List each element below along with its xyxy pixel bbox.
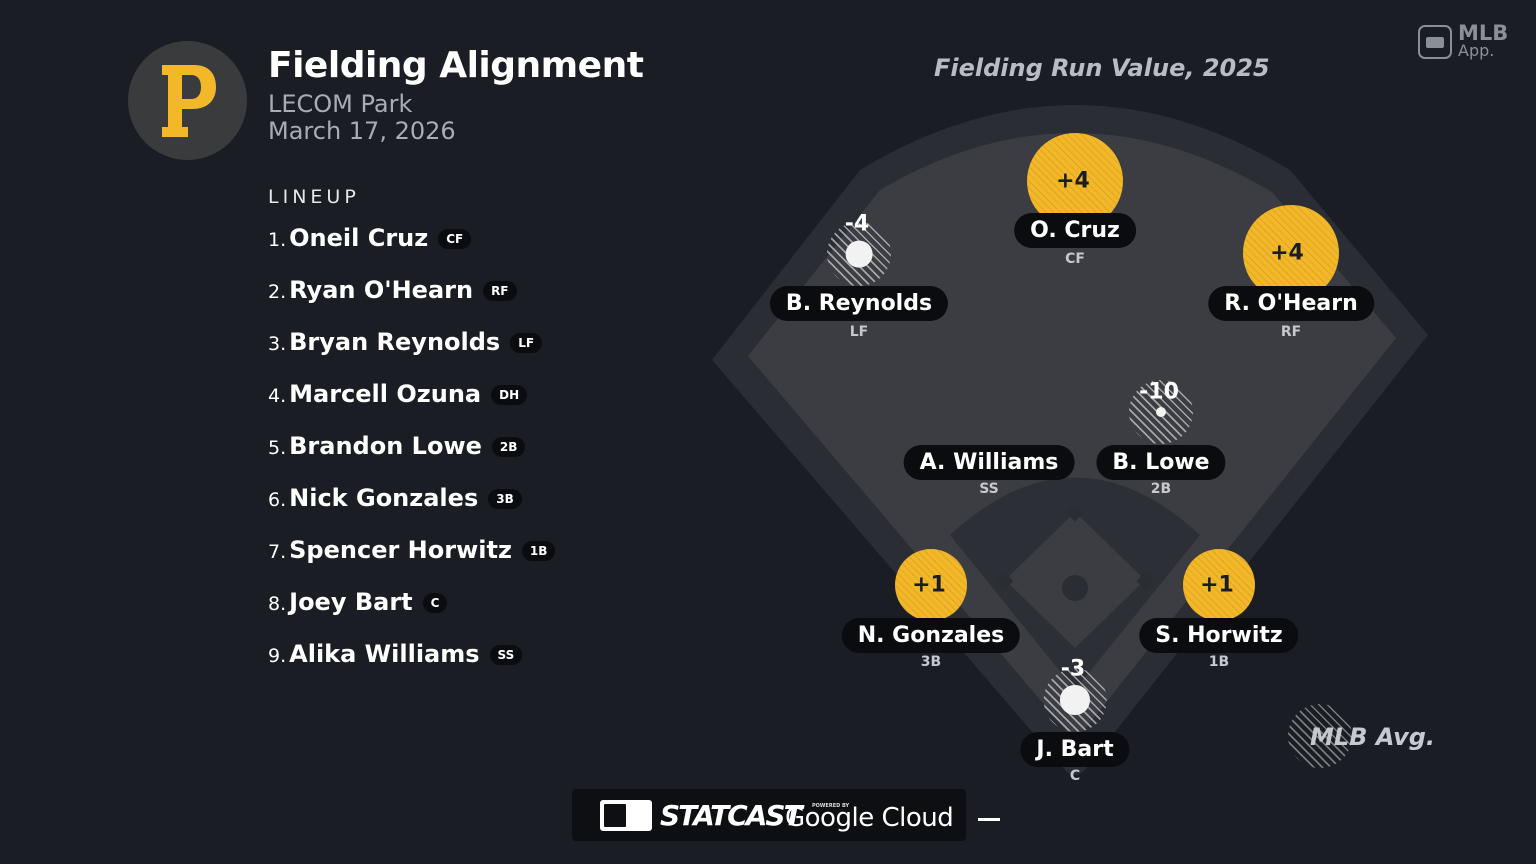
value-dot — [1060, 685, 1090, 715]
fielder-name: J. Bart — [1020, 732, 1130, 767]
fielder-name: S. Horwitz — [1139, 618, 1299, 653]
position-badge: RF — [483, 281, 517, 301]
fielder-name: B. Lowe — [1096, 445, 1226, 480]
lineup-item: 2. Ryan O'Hearn RF — [268, 276, 555, 328]
value-label: -4 — [844, 211, 870, 237]
lineup-number: 4. — [268, 385, 287, 407]
first-base — [1136, 572, 1154, 590]
position-badge: DH — [491, 385, 528, 405]
lineup-player-name: Alika Williams — [289, 640, 480, 668]
lineup-number: 1. — [268, 229, 287, 251]
lineup-player-name: Spencer Horwitz — [289, 536, 512, 564]
lineup-player-name: Marcell Ozuna — [289, 380, 482, 408]
mlb-app-logo: MLB App. — [1418, 21, 1509, 60]
fielder-position: C — [1069, 768, 1081, 784]
lineup-player-name: Joey Bart — [289, 588, 413, 616]
value-dot — [1156, 407, 1166, 417]
game-date: March 17, 2026 — [268, 117, 456, 145]
value-label: -10 — [1139, 379, 1179, 405]
position-badge: LF — [510, 333, 543, 353]
lineup-item: 6. Nick Gonzales 3B — [268, 484, 555, 536]
fielder-name: R. O'Hearn — [1208, 286, 1374, 321]
venue-name: LECOM Park — [268, 90, 413, 118]
powered-by-label: POWERED BY — [812, 803, 850, 809]
lineup-item: 7. Spencer Horwitz 1B — [268, 536, 556, 588]
value-bubble — [1043, 668, 1107, 732]
value-bubble — [895, 549, 967, 621]
lineup-item: 5. Brandon Lowe 2B — [268, 432, 555, 484]
value-bubble — [827, 222, 891, 286]
position-badge: SS — [489, 645, 523, 665]
position-badge: 1B — [521, 541, 556, 561]
position-badge: 3B — [488, 489, 522, 509]
lineup-item: 3. Bryan Reynolds LF — [268, 328, 555, 380]
outfield-grass — [748, 132, 1396, 739]
fielder-name: N. Gonzales — [841, 618, 1021, 653]
pirates-p-icon — [162, 65, 216, 137]
mlb-app-line1: MLB — [1458, 21, 1509, 45]
lineup-number: 3. — [268, 333, 287, 355]
lineup-player-name: Oneil Cruz — [289, 224, 429, 252]
mlb-avg-legend-label: MLB Avg. — [1310, 723, 1436, 751]
value-label: +1 — [1200, 572, 1234, 598]
lineup-item: 1. Oneil Cruz CF — [268, 224, 555, 276]
fielder-name: B. Reynolds — [769, 286, 949, 321]
lineup-player-name: Bryan Reynolds — [289, 328, 501, 356]
position-badge: 2B — [491, 437, 526, 457]
fielder-position: SS — [979, 481, 999, 497]
third-base — [996, 572, 1014, 590]
lineup-player-name: Ryan O'Hearn — [289, 276, 474, 304]
fielder-position: 1B — [1208, 654, 1230, 670]
pitchers-mound — [1062, 575, 1088, 601]
lineup-number: 7. — [268, 541, 287, 563]
lineup-player-name: Brandon Lowe — [289, 432, 482, 460]
fielder-name: O. Cruz — [1014, 213, 1136, 248]
lineup-header: LINEUP — [268, 186, 360, 208]
value-label: +4 — [1270, 240, 1304, 266]
statcast-wordmark: STATCAST — [660, 799, 803, 832]
value-dot — [845, 240, 873, 268]
google-cloud-wordmark: Google Cloud — [785, 803, 954, 833]
mlb-shield-icon — [1418, 25, 1452, 59]
value-label: +4 — [1056, 168, 1090, 194]
lineup-number: 5. — [268, 437, 287, 459]
value-bubble — [1129, 380, 1193, 444]
fielder-position: CF — [1065, 251, 1085, 267]
value-label: +1 — [912, 572, 946, 598]
statcast-footer: STATCAST POWERED BY Google Cloud — [572, 789, 966, 841]
fielder-name: A. Williams — [903, 445, 1075, 480]
lineup-number: 9. — [268, 645, 287, 667]
position-badge: CF — [438, 229, 472, 249]
page-title: Fielding Alignment — [268, 45, 644, 86]
lineup-item: 8. Joey Bart C — [268, 588, 555, 640]
lineup-player-name: Nick Gonzales — [289, 484, 479, 512]
mlb-avg-legend-swatch — [1288, 704, 1352, 768]
fielder-position: LF — [849, 324, 869, 340]
lineup-number: 8. — [268, 593, 287, 615]
dash-divider — [978, 818, 1000, 821]
lineup-number: 6. — [268, 489, 287, 511]
field-title: Fielding Run Value, 2025 — [934, 54, 1270, 82]
lineup-number: 2. — [268, 281, 287, 303]
fielder-position: 3B — [920, 654, 942, 670]
mlb-app-line2: App. — [1458, 41, 1495, 60]
fielder-position: RF — [1280, 324, 1302, 340]
value-bubble — [1183, 549, 1255, 621]
lineup-list: 1. Oneil Cruz CF 2. Ryan O'Hearn RF 3. Bryan … — [268, 224, 556, 692]
lineup-item: 9. Alika Williams SS — [268, 640, 555, 692]
value-bubble — [1243, 205, 1339, 301]
team-logo — [128, 41, 247, 160]
mlb-logo-icon — [600, 800, 652, 831]
position-badge: C — [422, 593, 448, 613]
lineup-item: 4. Marcell Ozuna DH — [268, 380, 555, 432]
fielder-position: 2B — [1150, 481, 1172, 497]
value-label: -3 — [1060, 656, 1086, 682]
